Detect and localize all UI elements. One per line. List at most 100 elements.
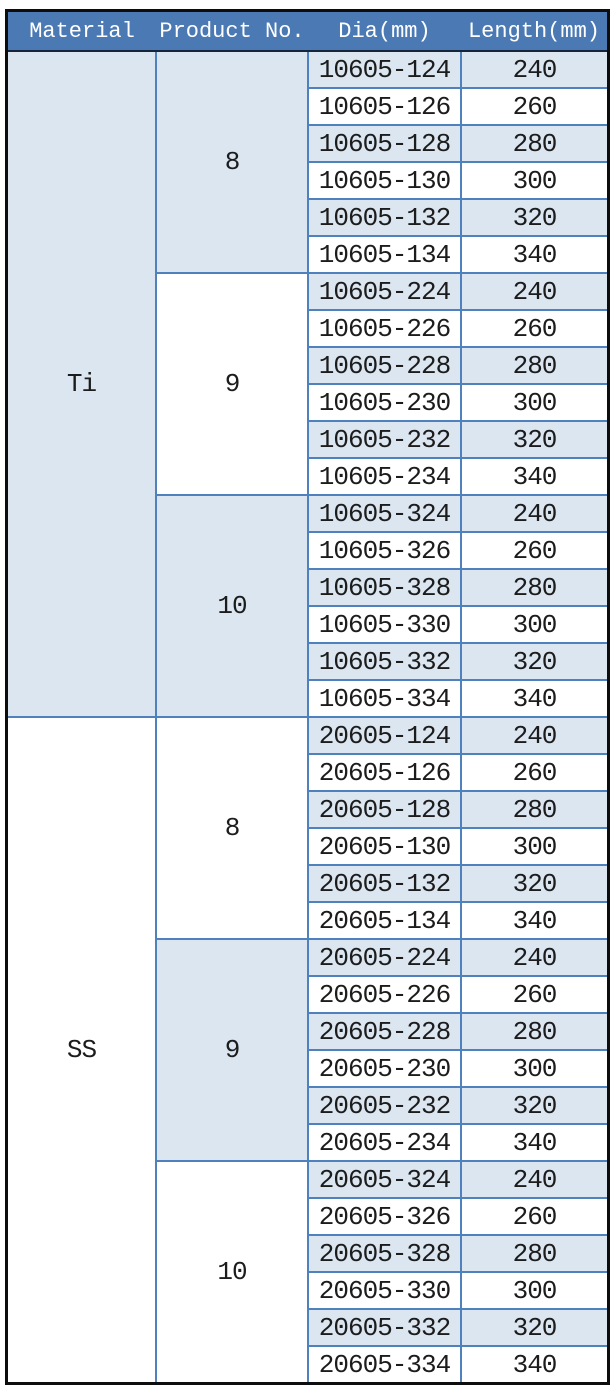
table-row: 20605-234 340	[8, 1124, 607, 1162]
spec-table-frame: Material Product No. Dia(mm) Length(mm) …	[5, 9, 610, 1385]
material-cell: SS	[8, 717, 157, 1382]
product-cell: 20605-134	[308, 902, 462, 940]
length-cell: 300	[461, 384, 607, 422]
length-cell: 320	[461, 421, 607, 459]
product-cell: 20605-234	[308, 1124, 462, 1162]
table-row: 20605-232 320	[8, 1087, 607, 1125]
table-row: 20605-132 320	[8, 865, 607, 903]
length-cell: 300	[461, 1272, 607, 1310]
product-cell: 10605-326	[308, 532, 462, 570]
product-cell: 20605-330	[308, 1272, 462, 1310]
product-cell: 20605-124	[308, 717, 462, 755]
table-row: 10605-228 280	[8, 347, 607, 385]
product-cell: 10605-332	[308, 643, 462, 681]
dia-cell: 8	[156, 717, 309, 940]
dia-cell: 10	[156, 495, 309, 718]
dia-cell: 9	[156, 939, 309, 1162]
length-cell: 260	[461, 754, 607, 792]
table-row: 20605-326 260	[8, 1198, 607, 1236]
product-cell: 20605-126	[308, 754, 462, 792]
table-row: 10605-132 320	[8, 199, 607, 237]
table-row: 10605-332 320	[8, 643, 607, 681]
product-cell: 20605-328	[308, 1235, 462, 1273]
table-row: Ti 8 10605-124 240	[8, 51, 607, 718]
table-row: 10 10605-324 240	[8, 495, 607, 718]
length-cell: 340	[461, 1346, 607, 1382]
length-cell: 300	[461, 606, 607, 644]
product-cell: 10605-132	[308, 199, 462, 237]
length-cell: 260	[461, 310, 607, 348]
table-row: 10605-126 260	[8, 88, 607, 126]
table-row: 20605-128 280	[8, 791, 607, 829]
product-cell: 20605-232	[308, 1087, 462, 1125]
product-cell: 20605-130	[308, 828, 462, 866]
table-row: 20605-130 300	[8, 828, 607, 866]
table-row: 20605-332 320	[8, 1309, 607, 1347]
table-row: 20605-230 300	[8, 1050, 607, 1088]
col-header-length: Length(mm)	[461, 12, 607, 52]
table-row: 20605-226 260	[8, 976, 607, 1014]
table-row: SS 8 20605-124 240	[8, 717, 607, 1382]
length-cell: 280	[461, 791, 607, 829]
length-cell: 280	[461, 125, 607, 163]
product-cell: 20605-228	[308, 1013, 462, 1051]
length-cell: 280	[461, 1235, 607, 1273]
length-cell: 260	[461, 976, 607, 1014]
length-cell: 260	[461, 1198, 607, 1236]
table-row: 10605-128 280	[8, 125, 607, 163]
product-cell: 10605-128	[308, 125, 462, 163]
col-header-material: Material	[8, 12, 156, 52]
product-cell: 10605-334	[308, 680, 462, 718]
table-row: 10605-234 340	[8, 458, 607, 496]
material-cell: Ti	[8, 51, 157, 718]
length-cell: 320	[461, 1087, 607, 1125]
length-cell: 300	[461, 1050, 607, 1088]
header-row: Material Product No. Dia(mm) Length(mm)	[8, 12, 607, 52]
length-cell: 240	[461, 1161, 607, 1199]
product-cell: 10605-226	[308, 310, 462, 348]
length-cell: 260	[461, 532, 607, 570]
product-cell: 20605-128	[308, 791, 462, 829]
table-row: 20605-134 340	[8, 902, 607, 940]
product-cell: 10605-134	[308, 236, 462, 274]
col-header-product-no: Product No.	[156, 12, 308, 52]
table-row: 10605-134 340	[8, 236, 607, 274]
length-cell: 280	[461, 347, 607, 385]
product-cell: 20605-224	[308, 939, 462, 977]
length-cell: 340	[461, 680, 607, 718]
length-cell: 240	[461, 939, 607, 977]
length-cell: 240	[461, 273, 607, 311]
table-row: 20605-228 280	[8, 1013, 607, 1051]
product-cell: 10605-126	[308, 88, 462, 126]
length-cell: 340	[461, 902, 607, 940]
product-cell: 10605-228	[308, 347, 462, 385]
product-cell: 10605-224	[308, 273, 462, 311]
table-row: 10605-334 340	[8, 680, 607, 718]
product-cell: 20605-326	[308, 1198, 462, 1236]
length-cell: 280	[461, 569, 607, 607]
length-cell: 260	[461, 88, 607, 126]
length-cell: 240	[461, 495, 607, 533]
product-cell: 10605-124	[308, 51, 462, 89]
length-cell: 280	[461, 1013, 607, 1051]
product-cell: 20605-132	[308, 865, 462, 903]
length-cell: 320	[461, 1309, 607, 1347]
table-row: 20605-330 300	[8, 1272, 607, 1310]
length-cell: 320	[461, 199, 607, 237]
length-cell: 340	[461, 236, 607, 274]
product-cell: 20605-332	[308, 1309, 462, 1347]
dia-cell: 9	[156, 273, 309, 496]
table-row: 9 20605-224 240	[8, 939, 607, 1162]
table-row: 10605-326 260	[8, 532, 607, 570]
product-cell: 10605-328	[308, 569, 462, 607]
length-cell: 340	[461, 458, 607, 496]
product-cell: 20605-324	[308, 1161, 462, 1199]
product-cell: 10605-130	[308, 162, 462, 200]
product-cell: 10605-234	[308, 458, 462, 496]
table-row: 10605-328 280	[8, 569, 607, 607]
table-header: Material Product No. Dia(mm) Length(mm)	[8, 12, 607, 52]
dia-cell: 10	[156, 1161, 309, 1382]
length-cell: 300	[461, 828, 607, 866]
spec-table: Material Product No. Dia(mm) Length(mm) …	[8, 12, 607, 1382]
table-row: 20605-328 280	[8, 1235, 607, 1273]
